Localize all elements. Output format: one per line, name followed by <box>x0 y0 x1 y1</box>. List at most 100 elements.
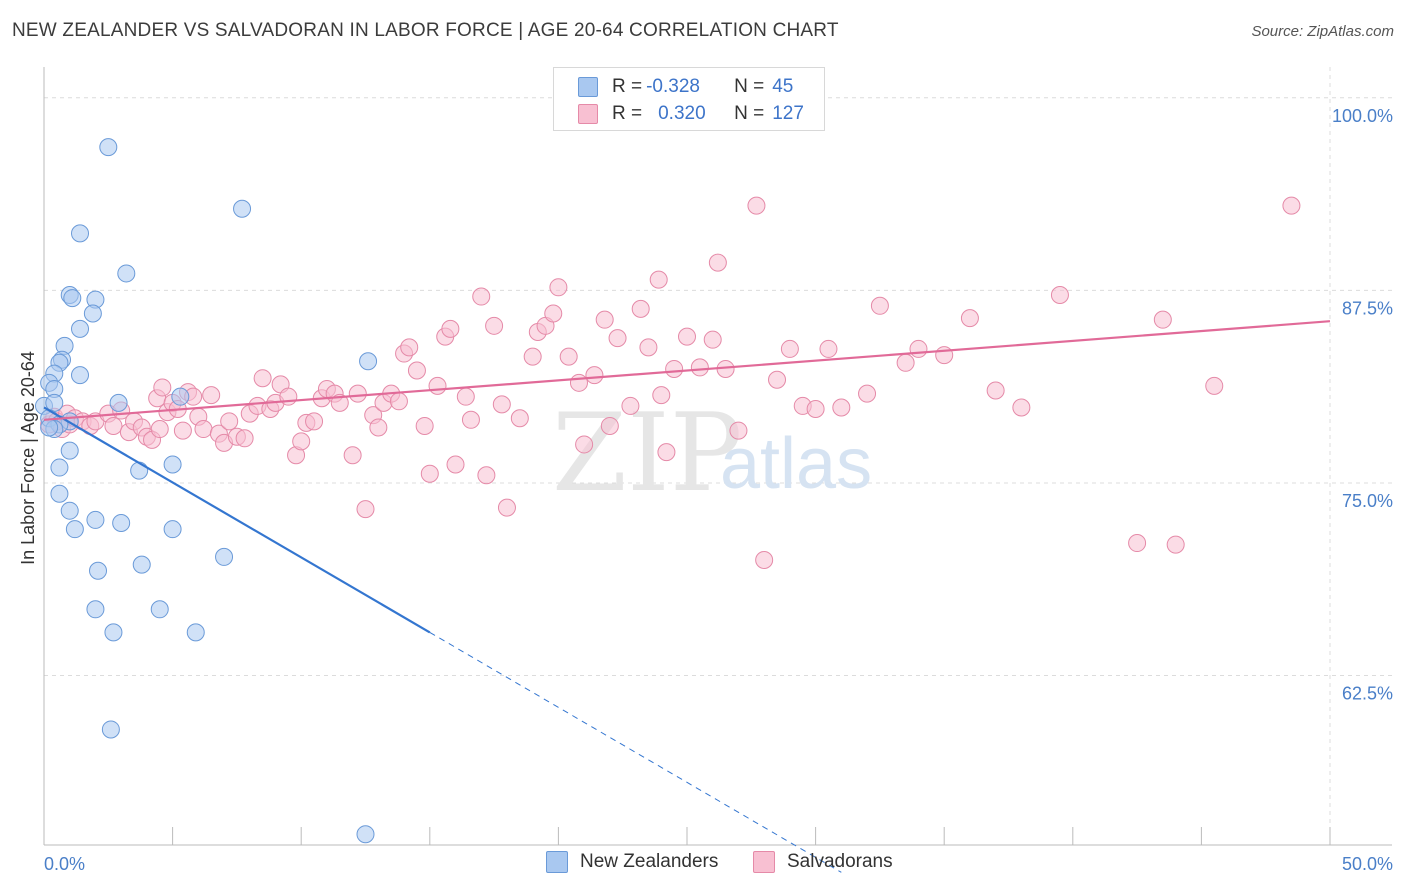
new-zealander-point <box>117 264 136 283</box>
legend-swatch-pink <box>578 104 598 124</box>
axes <box>43 67 1392 846</box>
salvadoran-point <box>153 378 172 397</box>
salvadoran-point <box>292 432 311 451</box>
salvadoran-point <box>768 370 787 389</box>
y-axis-label: In Labor Force | Age 20-64 <box>18 351 38 565</box>
bottom-legend-label: New Zealanders <box>580 851 719 872</box>
new-zealander-point <box>112 514 131 533</box>
bottom-legend-new-zealanders: New Zealanders <box>546 851 718 873</box>
legend-r-label: R = <box>612 103 643 124</box>
new-zealander-point <box>60 501 79 520</box>
salvadoran-point <box>441 319 460 338</box>
salvadoran-point <box>870 296 889 315</box>
salvadoran-point <box>678 327 696 346</box>
new-zealander-point <box>163 455 182 474</box>
salvadoran-point <box>348 384 367 403</box>
salvadoran-point <box>173 421 192 440</box>
salvadoran-point <box>235 429 254 448</box>
salvadoran-point <box>523 347 542 366</box>
salvadoran-point <box>575 435 594 454</box>
salvadoran-point <box>1205 376 1224 395</box>
salvadoran-point <box>657 443 676 462</box>
x-tick-label: 50.0% <box>1342 854 1393 874</box>
salvadoran-point <box>639 338 658 357</box>
new-zealander-point <box>71 366 90 385</box>
salvadoran-point <box>986 381 1005 400</box>
salvadoran-point <box>544 304 563 323</box>
salvadoran-point <box>497 498 516 517</box>
legend-r-label: R = <box>612 76 643 97</box>
new-zealander-point <box>83 304 102 323</box>
salvadoran-point <box>194 420 213 439</box>
y-tick-label: 62.5% <box>1342 684 1393 704</box>
salvadoran-point <box>510 409 529 428</box>
salvadoran-point <box>400 338 419 357</box>
salvadoran-point <box>369 418 388 437</box>
salvadoran-point <box>202 386 221 405</box>
legend-r-value: -0.328 <box>646 76 700 97</box>
new-zealander-point <box>50 484 69 503</box>
salvadoran-point <box>649 270 668 289</box>
new-zealander-point <box>89 561 108 580</box>
salvadoran-point <box>1128 534 1147 553</box>
salvadoran-point <box>279 387 298 406</box>
new-zealander-point <box>104 623 123 642</box>
salvadoran-point <box>665 359 684 378</box>
legend-n-value: 45 <box>772 76 794 97</box>
new-zealander-point <box>40 418 59 437</box>
salvadoran-point <box>935 346 954 365</box>
salvadoran-point <box>549 278 568 297</box>
new-zealander-point <box>99 138 118 157</box>
salvadoran-point <box>428 376 447 395</box>
salvadoran-point <box>456 387 475 406</box>
salvadoran-point <box>569 373 588 392</box>
new-zealander-point <box>215 547 234 566</box>
salvadoran-point <box>472 287 491 306</box>
salvadoran-point <box>858 384 877 403</box>
salvadoran-point <box>330 393 349 412</box>
new-zealander-trend-line <box>43 406 431 634</box>
legend-n-value: 127 <box>772 103 804 124</box>
bottom-legend-swatch-pink <box>753 851 775 873</box>
salvadoran-point <box>1282 196 1301 215</box>
new-zealander-point <box>60 441 79 460</box>
new-zealander-point <box>101 720 120 739</box>
new-zealander-point <box>65 520 84 539</box>
legend-n-label: N = <box>734 103 765 124</box>
bottom-legend-swatch-blue <box>546 851 568 873</box>
new-zealander-point <box>163 520 182 539</box>
new-zealander-point <box>130 461 149 480</box>
legend-row-salvadorans: R = 0.320 N = 127 <box>578 102 804 126</box>
salvadoran-point <box>819 339 838 358</box>
salvadoran-point <box>896 353 915 372</box>
salvadoran-point <box>595 310 614 329</box>
salvadoran-point <box>104 416 123 435</box>
legend-row-new-zealanders: R = -0.328 N = 45 <box>578 75 793 99</box>
legend-r-value: 0.320 <box>658 103 706 124</box>
y-tick-label: 75.0% <box>1342 491 1393 511</box>
salvadoran-point <box>420 464 439 483</box>
new-zealander-point <box>356 825 375 844</box>
watermark-atlas: atlas <box>720 424 872 504</box>
correlation-legend: R = -0.328 N = 45 R = 0.320 N = 127 <box>553 67 825 131</box>
salvadoran-point <box>1012 398 1031 417</box>
salvadoran-point <box>703 330 722 349</box>
salvadoran-point <box>832 398 851 417</box>
salvadoran-point <box>253 369 272 388</box>
salvadoran-point <box>652 386 671 405</box>
chart-title: NEW ZEALANDER VS SALVADORAN IN LABOR FOR… <box>12 20 839 41</box>
salvadoran-point <box>305 412 324 431</box>
salvadoran-point <box>909 339 928 358</box>
legend-n-label: N = <box>734 76 765 97</box>
new-zealander-point <box>233 199 252 218</box>
bottom-legend-salvadorans: Salvadorans <box>753 851 893 873</box>
new-zealander-point <box>109 393 128 412</box>
salvadoran-point <box>631 299 650 318</box>
salvadoran-point <box>492 395 511 414</box>
salvadoran-point <box>608 329 627 348</box>
salvadoran-point <box>356 500 375 519</box>
salvadoran-point <box>780 339 799 358</box>
y-tick-label: 100.0% <box>1332 106 1393 126</box>
salvadoran-point <box>1166 535 1185 554</box>
